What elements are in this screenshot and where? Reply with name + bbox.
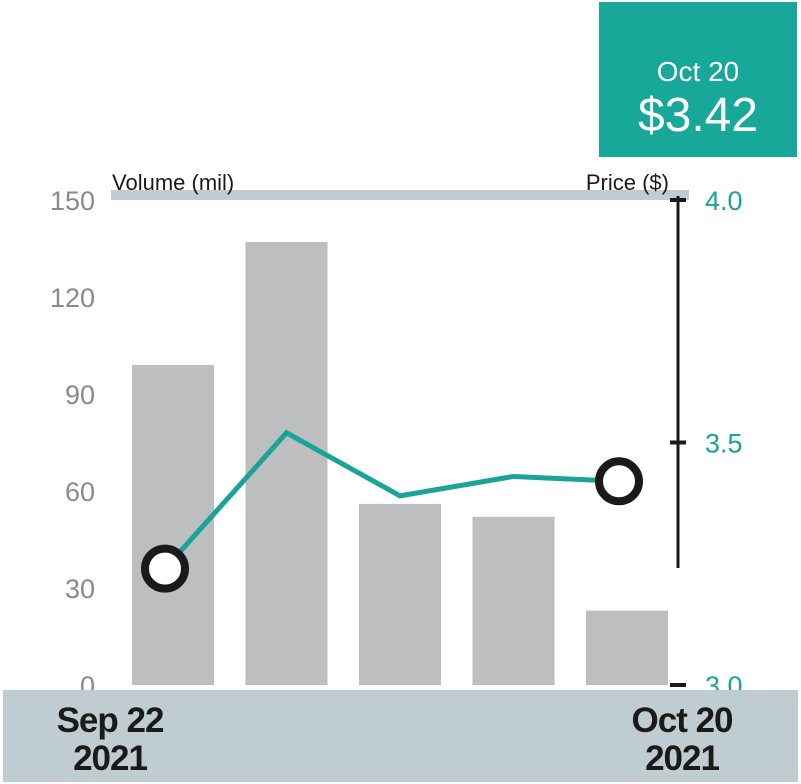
x-label-end-date: Oct 20 [631,701,734,740]
volume-tick-label: 60 [65,477,95,507]
x-label-start-year: 2021 [73,739,148,778]
price-point-marker [141,544,189,593]
x-label-end: Oct 20 2021 [612,702,752,778]
price-tick-label: 3.5 [705,429,743,459]
callout-date: Oct 20 [656,56,740,87]
price-tick-label: 4.0 [705,186,743,216]
volume-bar [132,364,214,685]
volume-bar [472,516,555,685]
volume-axis-label: Volume (mil) [112,170,234,195]
volume-tick-label: 90 [65,380,95,410]
x-label-start: Sep 22 2021 [40,702,180,778]
volume-bar [359,503,441,685]
x-label-start-date: Sep 22 [56,701,165,740]
volume-bar [586,610,668,685]
price-axis-label: Price ($) [586,170,669,195]
volume-tick-label: 150 [50,186,95,216]
volume-tick-label: 30 [65,574,95,604]
callout-price: $3.42 [637,89,759,142]
x-label-end-year: 2021 [645,739,720,778]
price-point-marker [595,457,643,506]
latest-price-callout: Oct 20 $3.42 [599,2,797,157]
volume-tick-label: 120 [50,283,95,313]
x-axis-band [3,690,798,782]
price-line [163,429,620,571]
top-band [111,190,689,200]
